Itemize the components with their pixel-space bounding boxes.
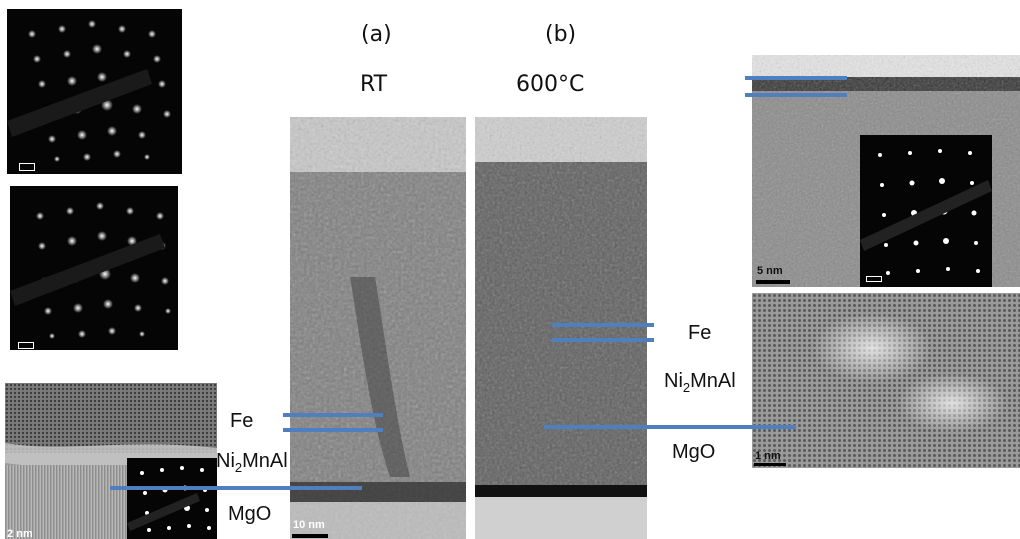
panel-a-label: (a) [361, 22, 392, 47]
interface-line-fe-bottom-b [552, 338, 654, 342]
tem-texture-a [290, 117, 466, 539]
interface-line-fe-bottom-a [283, 428, 383, 432]
panel-a-temperature: RT [360, 72, 388, 97]
layer-label-fe-right: Fe [688, 322, 712, 344]
diffraction-spots [10, 202, 171, 339]
tem-image-panel-a: 10 nm [290, 117, 466, 539]
interface-line-top-right-2 [745, 93, 847, 97]
interface-line-mgo-b [544, 425, 796, 429]
layer-label-ni2mnal-left: Ni2MnAl [216, 450, 288, 475]
panel-b-temperature: 600°C [516, 72, 585, 97]
interface-line-fe-top-b [552, 323, 654, 327]
hrtem-image-bottom-right: 1 nm [752, 293, 1020, 468]
panel-b-label: (b) [545, 22, 577, 47]
layer-label-mgo-right: MgO [672, 441, 716, 463]
formula-mnal: MnAl [242, 450, 288, 472]
diffraction-spots [7, 20, 171, 162]
formula-mnal: MnAl [690, 370, 736, 392]
hrtem-lattice [752, 293, 1020, 468]
scale-bar-label: 5 nm [757, 265, 783, 277]
formula-ni: Ni [216, 450, 235, 472]
diffraction-inset-top-right [860, 135, 992, 287]
scale-bar [18, 342, 34, 349]
hrtem-image-bottom-left: 2 nm [5, 383, 217, 539]
formula-ni: Ni [664, 370, 683, 392]
interface-line-top-right-1 [745, 76, 847, 80]
scale-bar-label: 1 nm [755, 450, 781, 462]
diffraction-pattern-middle-left [10, 186, 178, 350]
tem-image-panel-b [475, 117, 647, 539]
scale-bar [292, 534, 328, 538]
scale-bar [756, 280, 790, 284]
layer-label-fe-left: Fe [230, 410, 254, 432]
scale-bar [19, 163, 35, 171]
scale-bar-label: 10 nm [293, 519, 325, 531]
layer-label-mgo-left: MgO [228, 503, 272, 525]
scale-bar [754, 463, 786, 466]
diffraction-spots [860, 149, 992, 275]
formula-subscript: 2 [234, 460, 243, 475]
hrtem-image-top-right: 5 nm [752, 55, 1020, 287]
diffraction-inset-bottom-left [127, 458, 217, 539]
tem-texture-b [475, 117, 647, 539]
scale-bar-label: 2 nm [7, 528, 33, 539]
interface-line-mgo-a [110, 486, 362, 490]
layer-label-ni2mnal-right: Ni2MnAl [664, 370, 736, 395]
scale-bar [866, 276, 882, 282]
formula-subscript: 2 [682, 380, 691, 395]
interface-line-fe-top-a [283, 413, 383, 417]
diffraction-spots [127, 466, 211, 532]
diffraction-pattern-top-left [7, 9, 182, 174]
